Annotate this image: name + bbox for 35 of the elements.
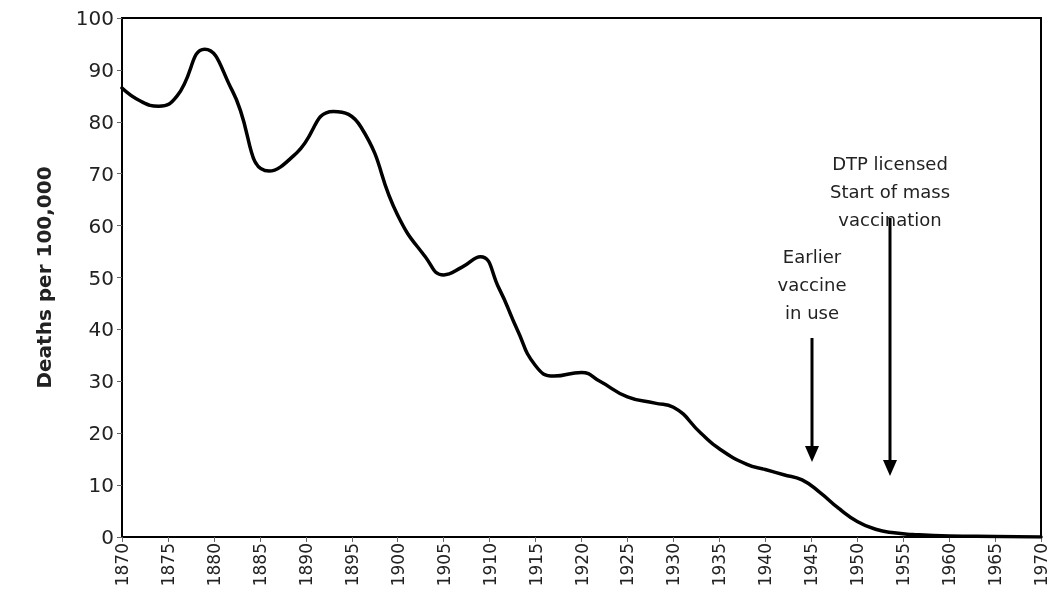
x-tick-label: 1945 [801,543,822,587]
x-tick-label: 1960 [939,543,960,587]
x-tick-label: 1940 [755,543,776,587]
y-tick-label: 80 [88,109,114,134]
x-tick-label: 1870 [112,543,132,587]
x-tick-label: 1935 [709,543,730,587]
y-tick-label: 50 [88,265,114,290]
y-tick-label: 100 [75,6,114,30]
annotation: Earlier vaccine in use [777,245,847,325]
y-axis-title: Deaths per 100,000 [32,166,56,389]
y-tick-label: 70 [88,161,114,186]
x-tick-label: 1900 [387,543,408,587]
y-tick-label: 10 [88,473,114,498]
x-tick-label: 1905 [433,543,454,587]
x-tick-label: 1920 [571,543,592,587]
x-tick-label: 1915 [525,543,546,587]
x-tick-label: 1925 [617,543,638,587]
y-tick-label: 90 [88,57,114,82]
y-tick-label: 20 [88,421,114,446]
x-tick-label: 1965 [985,543,1006,587]
y-tick-label: 60 [88,213,114,238]
x-tick-label: 1955 [893,543,914,587]
y-tick-label: 0 [101,525,114,549]
x-tick-label: 1895 [341,543,362,587]
x-tick-label: 1950 [847,543,868,587]
x-tick-label: 1880 [203,543,224,587]
x-tick-label: 1930 [663,543,684,587]
x-tick-label: 1885 [249,543,270,587]
annotation: DTP licensed Start of mass vaccination [829,152,951,232]
y-tick-label: 30 [88,369,114,394]
y-tick-label: 40 [88,317,114,342]
x-tick-label: 1890 [295,543,316,587]
x-tick-label: 1910 [479,543,500,587]
x-tick-label: 1970 [1031,543,1051,587]
x-tick-label: 1875 [157,543,178,587]
